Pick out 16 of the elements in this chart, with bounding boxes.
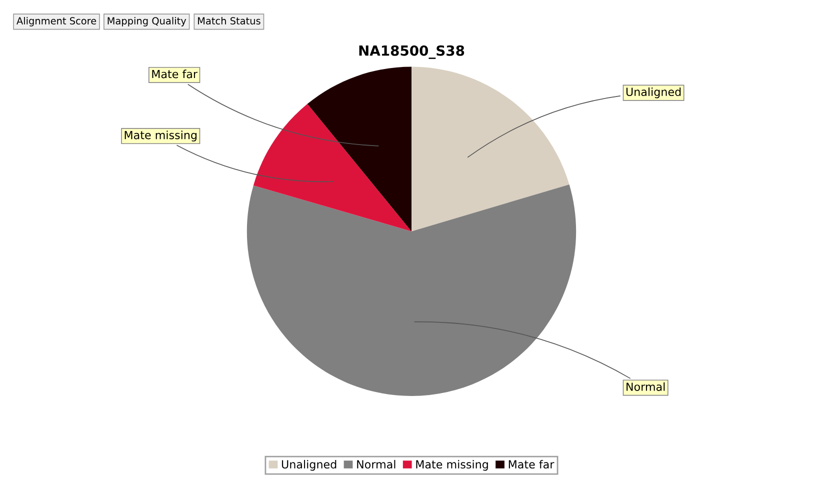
text: Match Status bbox=[198, 16, 260, 25]
legend-label: Unaligned bbox=[282, 460, 336, 471]
pie-slice bbox=[246, 184, 576, 396]
chart-title: NA18500_S38 bbox=[359, 45, 464, 59]
pie-slice bbox=[253, 104, 412, 232]
text: Alignment Score bbox=[16, 16, 96, 26]
text: Mapping Quality bbox=[108, 16, 186, 26]
slice-label: Mate far bbox=[152, 70, 198, 78]
pie-slice bbox=[307, 66, 412, 232]
slice-label: Mate missing bbox=[124, 130, 197, 142]
pie-slice bbox=[412, 66, 570, 232]
slice-label: Unaligned bbox=[626, 87, 681, 98]
legend-label: Mate missing bbox=[416, 460, 488, 471]
legend-label: Normal bbox=[357, 460, 396, 469]
legend-label: Mate far bbox=[508, 460, 554, 469]
slice-label: Normal bbox=[626, 382, 665, 391]
